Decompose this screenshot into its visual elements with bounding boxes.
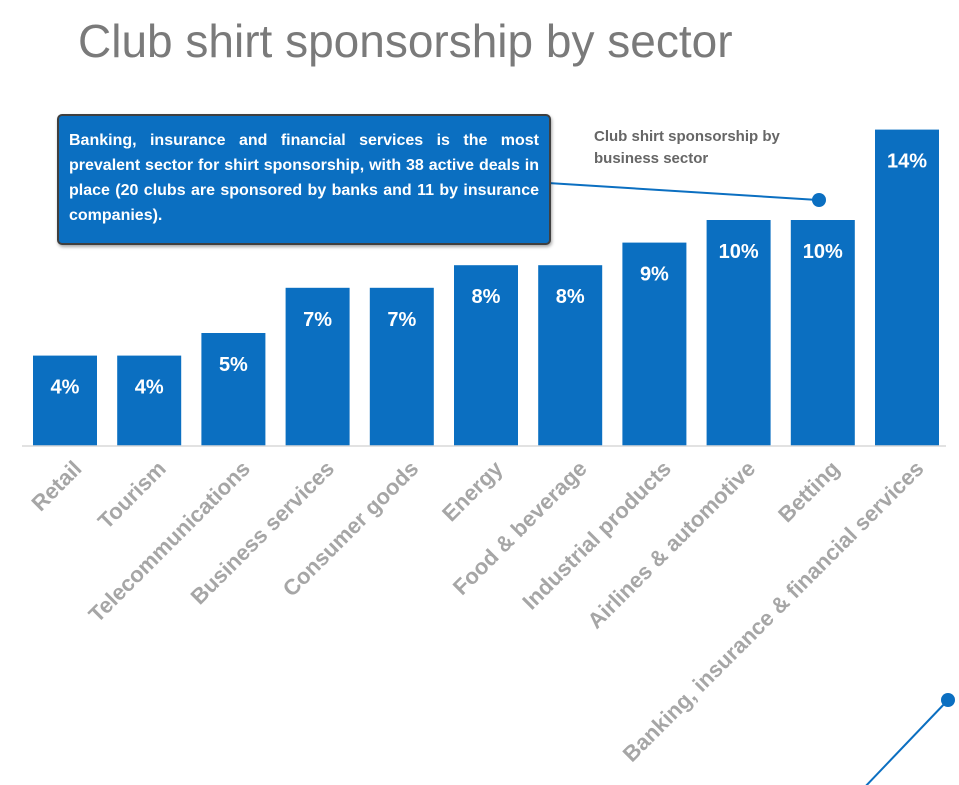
connector-dot [812,193,826,207]
bar-10 [875,129,939,446]
category-label-7: Industrial products [517,456,676,615]
bar-6 [538,265,603,446]
category-label-1: Tourism [93,456,171,534]
value-label-8: 10% [719,241,759,263]
page-title: Club shirt sponsorship by sector [78,15,733,67]
value-label-10: 14% [887,151,927,173]
decorative-dot [941,693,955,707]
callout-box: Banking, insurance and financial service… [57,114,551,245]
category-label-8: Airlines & automotive [583,456,761,634]
value-label-2: 5% [219,354,248,376]
value-label-4: 7% [387,309,416,331]
callout-text: Banking, insurance and financial service… [69,132,539,224]
value-label-3: 7% [303,309,332,331]
bar-0 [33,355,97,446]
category-label-5: Energy [437,455,508,526]
bar-1 [117,355,182,446]
bar-5 [454,265,518,446]
value-label-6: 8% [556,286,585,308]
value-label-7: 9% [640,264,669,286]
bar-3 [285,287,350,446]
category-label-3: Business services [186,456,339,609]
value-label-9: 10% [803,241,843,263]
category-labels-group: Retail TourismTelecommunicationsBusiness … [26,455,928,766]
category-label-10: Banking, insurance & financial services [618,456,929,767]
value-label-1: 4% [135,377,164,399]
decorative-connector [865,693,955,785]
bar-4 [369,287,434,446]
legend-note: Club shirt sponsorship by business secto… [594,128,780,167]
bars-group [33,129,939,446]
value-label-0: 4% [51,377,80,399]
bar-8 [706,220,771,446]
callout-connector [547,182,826,207]
bar-7 [622,242,687,446]
value-label-5: 8% [472,286,501,308]
category-label-9: Betting [773,456,844,527]
value-labels-group: 4% 4% 5% 7% 7% 8% 8% 9% 10% 10% 14% [51,151,928,399]
bar-2 [201,333,266,446]
bar-9 [790,220,855,446]
category-label-0: Retail [26,456,86,516]
category-label-2: Telecommunications [84,456,255,627]
